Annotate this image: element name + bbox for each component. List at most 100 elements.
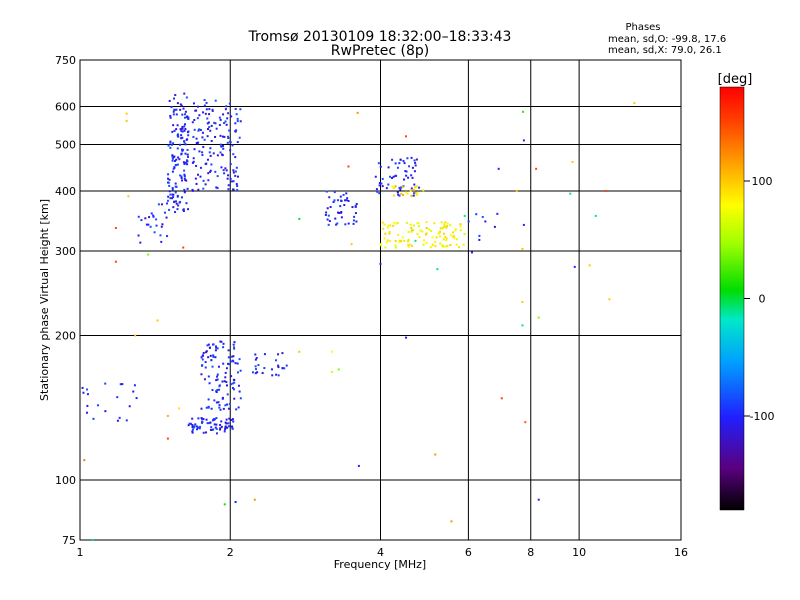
data-point	[213, 399, 216, 402]
data-point	[135, 397, 138, 400]
data-point	[223, 503, 226, 506]
data-point	[227, 362, 230, 365]
data-point	[392, 187, 395, 190]
data-point	[221, 397, 224, 400]
data-point	[234, 107, 237, 110]
data-point	[82, 391, 85, 394]
data-point	[396, 221, 399, 224]
data-point	[416, 233, 419, 236]
data-point	[227, 184, 230, 187]
data-point	[225, 381, 228, 384]
data-point	[168, 99, 171, 102]
y-tick-label: 400	[55, 185, 76, 198]
data-point	[239, 108, 242, 111]
data-point	[235, 113, 238, 116]
data-point	[277, 366, 280, 369]
data-point	[439, 227, 442, 230]
data-point	[394, 246, 397, 249]
data-point	[207, 172, 210, 175]
data-point	[454, 228, 457, 231]
data-point	[234, 174, 237, 177]
data-point	[428, 228, 431, 231]
data-point	[201, 151, 204, 154]
data-point	[397, 193, 400, 196]
data-point	[179, 128, 182, 131]
data-point	[180, 175, 183, 178]
data-point	[194, 177, 197, 180]
data-point	[229, 149, 232, 152]
data-point	[344, 199, 347, 202]
data-point	[193, 118, 196, 121]
data-point	[334, 217, 337, 220]
data-point	[332, 200, 335, 203]
data-point	[133, 384, 136, 387]
data-point	[239, 369, 242, 372]
data-point	[214, 426, 217, 429]
data-point	[228, 417, 231, 420]
stats-o: mean, sd,O: -99.8, 17.6	[608, 34, 726, 45]
data-point	[381, 185, 384, 188]
data-point	[231, 355, 234, 358]
data-point	[407, 176, 410, 179]
data-point	[232, 420, 235, 423]
data-point	[173, 109, 176, 112]
data-point	[177, 135, 180, 138]
data-point	[202, 145, 205, 148]
data-point	[215, 127, 218, 130]
data-point	[184, 128, 187, 131]
data-point	[336, 222, 339, 225]
data-point	[406, 192, 409, 195]
data-point	[470, 251, 473, 254]
data-point	[183, 191, 186, 194]
data-point	[204, 183, 207, 186]
data-point	[335, 223, 338, 226]
data-point	[431, 236, 434, 239]
data-point	[227, 135, 230, 138]
x-tick-labels: 1 2 4 6 8 10 16	[77, 546, 689, 559]
data-point	[222, 362, 225, 365]
data-point	[231, 425, 234, 428]
data-point	[216, 154, 219, 157]
data-point	[347, 222, 350, 225]
data-point	[199, 128, 202, 131]
data-point	[424, 233, 427, 236]
data-point	[263, 353, 266, 356]
data-point	[233, 341, 236, 344]
data-point	[92, 417, 95, 420]
data-point	[521, 324, 524, 327]
data-point	[214, 122, 217, 125]
data-point	[192, 102, 195, 105]
data-point	[221, 153, 224, 156]
data-point	[167, 177, 170, 180]
data-point	[183, 173, 186, 176]
data-point	[383, 223, 386, 226]
y-tick-labels: 75 100 200 300 400 500 600 750	[55, 54, 76, 547]
data-point	[211, 109, 214, 112]
data-point	[340, 211, 343, 214]
data-point	[200, 407, 203, 410]
data-point	[340, 216, 343, 219]
data-point	[254, 372, 257, 375]
data-point	[326, 218, 329, 221]
data-point	[207, 343, 210, 346]
data-point	[410, 244, 413, 247]
data-point	[227, 349, 230, 352]
data-point	[180, 153, 183, 156]
data-point	[351, 206, 354, 209]
x-tick-label: 2	[227, 546, 234, 559]
data-point	[450, 520, 453, 523]
data-point	[391, 176, 394, 179]
data-point	[378, 182, 381, 185]
data-point	[228, 403, 231, 406]
data-point	[166, 437, 169, 440]
data-point	[354, 212, 357, 215]
data-point	[236, 362, 239, 365]
data-point	[207, 375, 210, 378]
data-point	[326, 207, 329, 210]
data-point	[209, 147, 212, 150]
data-point	[192, 157, 195, 160]
data-point	[196, 173, 199, 176]
data-point	[183, 116, 186, 119]
data-point	[208, 151, 211, 154]
data-point	[407, 244, 410, 247]
